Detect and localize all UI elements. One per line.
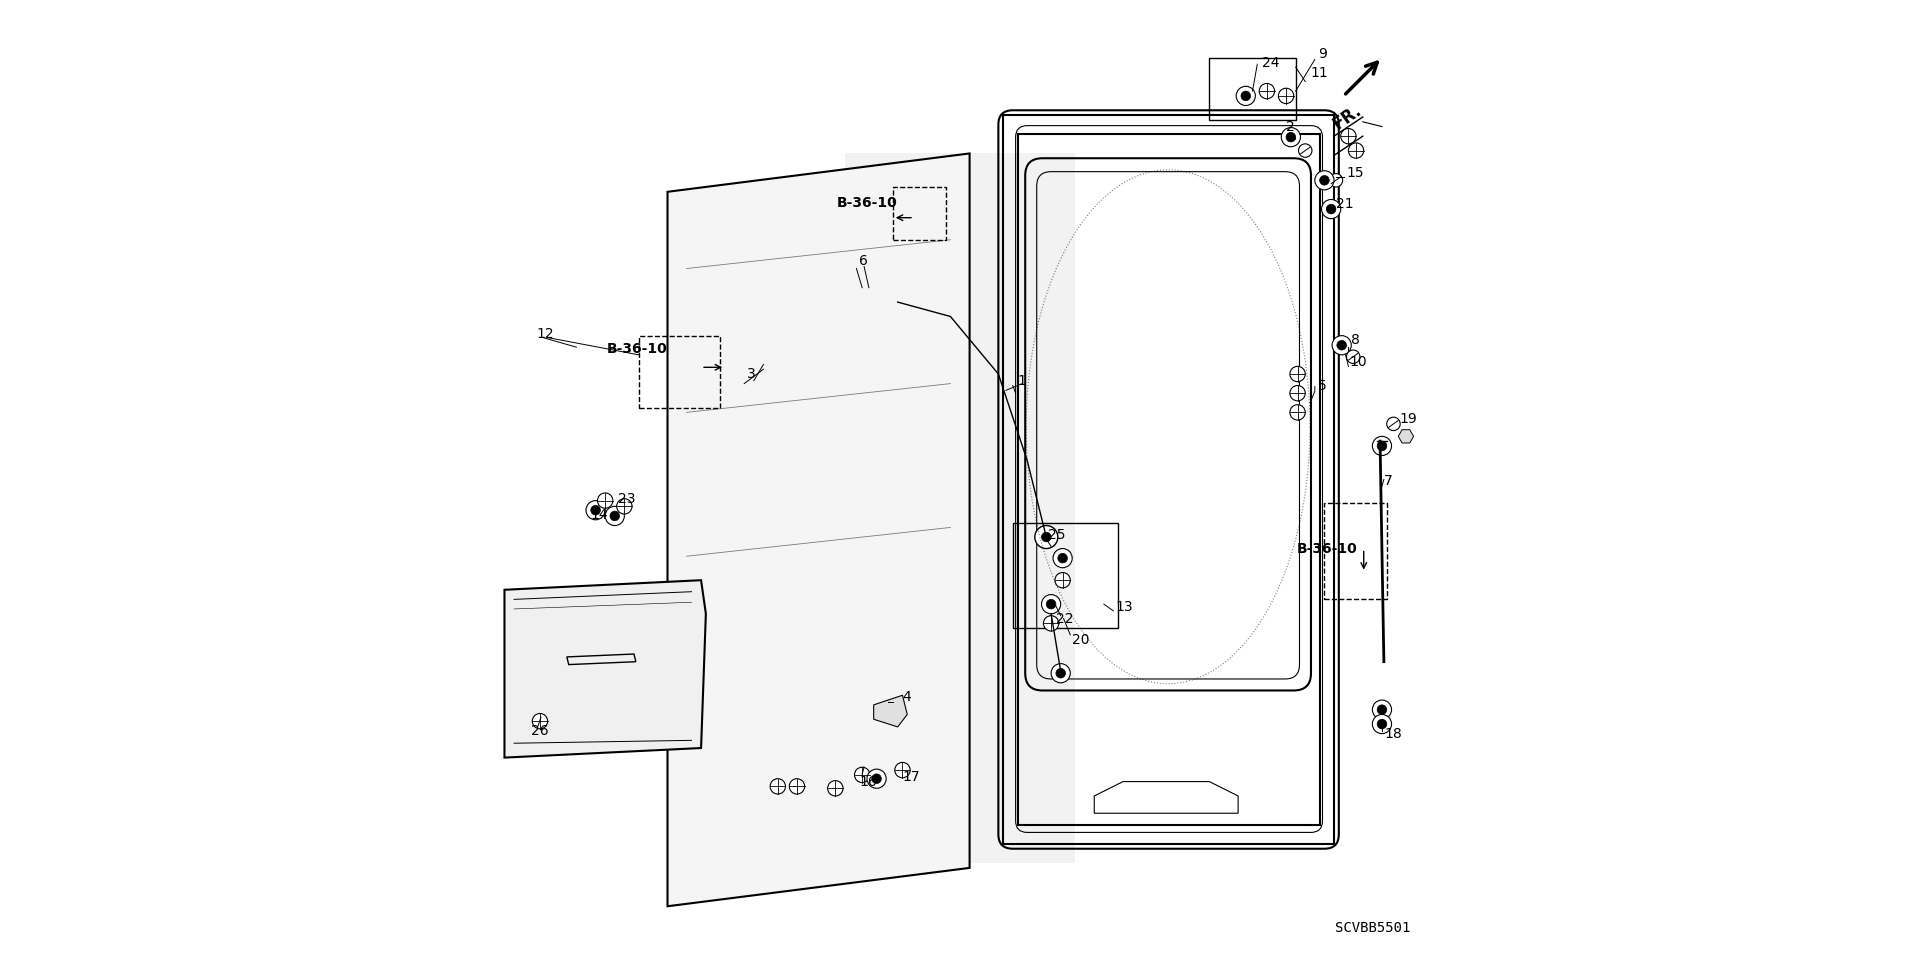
Circle shape <box>1052 549 1071 568</box>
Text: 1: 1 <box>1018 374 1027 387</box>
Circle shape <box>770 779 785 794</box>
Text: 5: 5 <box>1317 380 1327 393</box>
Circle shape <box>1373 700 1392 719</box>
Circle shape <box>828 781 843 796</box>
Circle shape <box>1281 128 1300 147</box>
Circle shape <box>1041 595 1060 614</box>
Text: 14: 14 <box>591 508 609 522</box>
Text: 10: 10 <box>1350 355 1367 368</box>
Circle shape <box>1043 616 1058 631</box>
Text: FR.: FR. <box>1329 101 1365 133</box>
Text: B-36-10: B-36-10 <box>837 197 899 210</box>
Circle shape <box>868 769 887 788</box>
Circle shape <box>872 774 881 784</box>
Text: 16: 16 <box>860 775 877 788</box>
Circle shape <box>611 511 620 521</box>
Circle shape <box>1286 132 1296 142</box>
Circle shape <box>1377 705 1386 714</box>
Circle shape <box>1290 386 1306 401</box>
Text: 2: 2 <box>1286 120 1294 133</box>
Text: 4: 4 <box>902 690 912 704</box>
Circle shape <box>1340 129 1356 144</box>
Circle shape <box>1236 86 1256 105</box>
Circle shape <box>854 767 870 783</box>
Text: 21: 21 <box>1336 198 1354 211</box>
Circle shape <box>1279 88 1294 104</box>
Text: 8: 8 <box>1352 334 1359 347</box>
Circle shape <box>586 501 605 520</box>
Text: 6: 6 <box>860 254 868 268</box>
Circle shape <box>1056 668 1066 678</box>
Polygon shape <box>668 153 970 906</box>
Circle shape <box>1058 553 1068 563</box>
Circle shape <box>1348 143 1363 158</box>
Text: 12: 12 <box>536 327 553 340</box>
Circle shape <box>591 505 601 515</box>
Circle shape <box>605 506 624 526</box>
Text: 18: 18 <box>1384 727 1404 740</box>
Text: B-36-10: B-36-10 <box>1296 542 1357 555</box>
Circle shape <box>895 762 910 778</box>
Circle shape <box>1240 91 1250 101</box>
Polygon shape <box>1398 430 1413 443</box>
Circle shape <box>1041 532 1050 542</box>
Text: SCVBB5501: SCVBB5501 <box>1334 921 1411 935</box>
Text: 15: 15 <box>1346 166 1363 179</box>
Circle shape <box>1054 573 1069 588</box>
Text: 11: 11 <box>1309 66 1329 80</box>
Circle shape <box>1290 405 1306 420</box>
Polygon shape <box>874 695 908 727</box>
Circle shape <box>1260 83 1275 99</box>
Text: 19: 19 <box>1400 412 1417 426</box>
Circle shape <box>1386 417 1400 431</box>
Circle shape <box>1046 599 1056 609</box>
Circle shape <box>1035 526 1058 549</box>
Circle shape <box>1346 350 1359 363</box>
Circle shape <box>532 713 547 729</box>
Circle shape <box>1327 204 1336 214</box>
Text: 9: 9 <box>1317 47 1327 60</box>
Text: 26: 26 <box>532 724 549 737</box>
Circle shape <box>1315 171 1334 190</box>
Circle shape <box>789 779 804 794</box>
Circle shape <box>1377 719 1386 729</box>
Text: 7: 7 <box>1384 475 1392 488</box>
Circle shape <box>597 493 612 508</box>
Polygon shape <box>505 580 707 758</box>
Text: 24: 24 <box>1261 57 1279 70</box>
Circle shape <box>1373 436 1392 456</box>
Circle shape <box>1377 441 1386 451</box>
Text: 20: 20 <box>1071 633 1091 646</box>
Circle shape <box>1336 340 1346 350</box>
Circle shape <box>1329 174 1342 187</box>
Circle shape <box>1050 664 1069 683</box>
Polygon shape <box>845 153 1075 863</box>
Text: 25: 25 <box>1048 528 1066 542</box>
Text: 17: 17 <box>902 770 920 784</box>
Circle shape <box>1373 714 1392 734</box>
Circle shape <box>1290 366 1306 382</box>
Circle shape <box>1321 199 1340 219</box>
Circle shape <box>1298 144 1311 157</box>
Text: 22: 22 <box>1056 612 1073 625</box>
Circle shape <box>1332 336 1352 355</box>
Circle shape <box>616 499 632 514</box>
Text: 13: 13 <box>1116 600 1133 614</box>
Text: 3: 3 <box>747 367 756 381</box>
Text: B-36-10: B-36-10 <box>607 342 668 356</box>
Circle shape <box>1319 175 1329 185</box>
Text: 23: 23 <box>618 492 636 505</box>
